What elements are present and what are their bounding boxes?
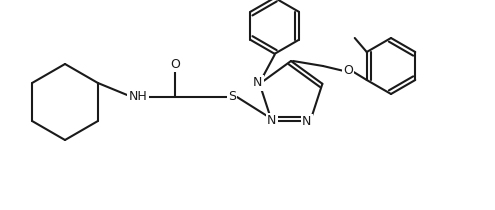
- Text: S: S: [228, 91, 236, 104]
- Text: N: N: [267, 114, 276, 127]
- Text: N: N: [253, 76, 262, 89]
- Text: N: N: [302, 115, 311, 128]
- Text: O: O: [343, 64, 353, 77]
- Text: O: O: [170, 58, 180, 71]
- Text: NH: NH: [129, 91, 148, 104]
